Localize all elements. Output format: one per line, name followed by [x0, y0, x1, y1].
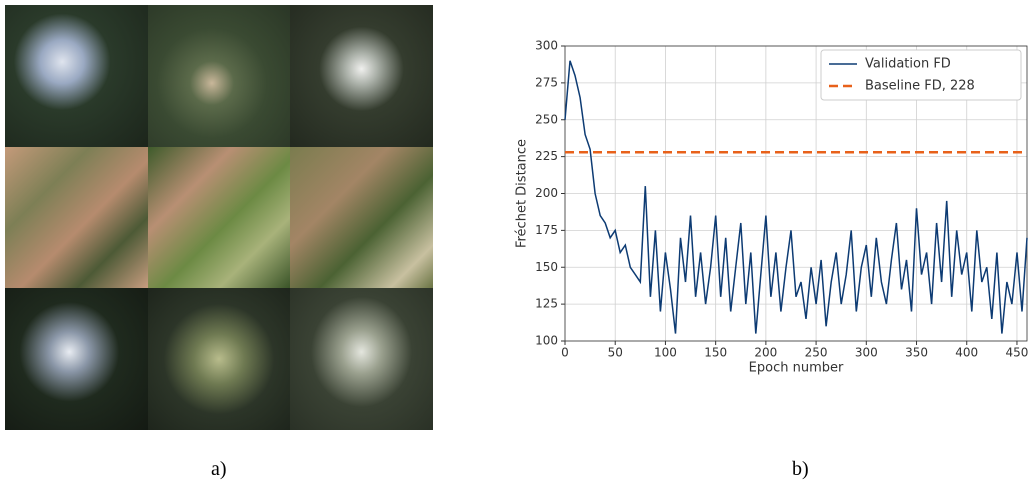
- y-tick-label: 275: [535, 75, 558, 89]
- y-tick-label: 125: [535, 297, 558, 311]
- x-tick-label: 50: [608, 346, 623, 360]
- legend-box: [820, 49, 1022, 101]
- satellite-image: [290, 5, 433, 147]
- satellite-image: [290, 146, 433, 289]
- caption: a): [211, 458, 227, 480]
- satellite-image: [290, 288, 433, 430]
- satellite-image: [147, 288, 291, 430]
- caption: b): [792, 458, 809, 480]
- y-tick-label: 300: [535, 39, 558, 53]
- y-tick-label: 175: [535, 223, 558, 237]
- x-tick-label: 450: [1006, 346, 1028, 360]
- data-line: [564, 60, 1028, 334]
- x-tick-label: 0: [561, 346, 569, 360]
- satellite-image: [147, 146, 291, 289]
- y-tick-label: 250: [535, 112, 558, 126]
- legend-label: Validation FD: [865, 57, 951, 72]
- legend-label: Baseline FD, 228: [865, 79, 975, 94]
- x-tick-label: 100: [654, 346, 677, 360]
- satellite-image: [5, 146, 148, 289]
- x-axis-label: Epoch number: [749, 361, 844, 376]
- x-tick-label: 300: [855, 346, 878, 360]
- x-tick-label: 250: [805, 346, 828, 360]
- y-tick-label: 225: [535, 149, 558, 163]
- x-tick-label: 350: [905, 346, 928, 360]
- x-tick-label: 150: [704, 346, 727, 360]
- satellite-image: [147, 5, 291, 147]
- y-tick-label: 200: [535, 186, 558, 200]
- satellite-image: [5, 288, 148, 430]
- plot-frame: [564, 45, 1028, 342]
- y-tick-label: 150: [535, 260, 558, 274]
- y-tick-label: 100: [535, 334, 558, 348]
- satellite-image: [5, 5, 148, 147]
- image-grid: [5, 5, 433, 430]
- x-tick-label: 400: [955, 346, 978, 360]
- y-axis-label: Fréchet Distance: [515, 139, 530, 248]
- x-tick-label: 200: [754, 346, 777, 360]
